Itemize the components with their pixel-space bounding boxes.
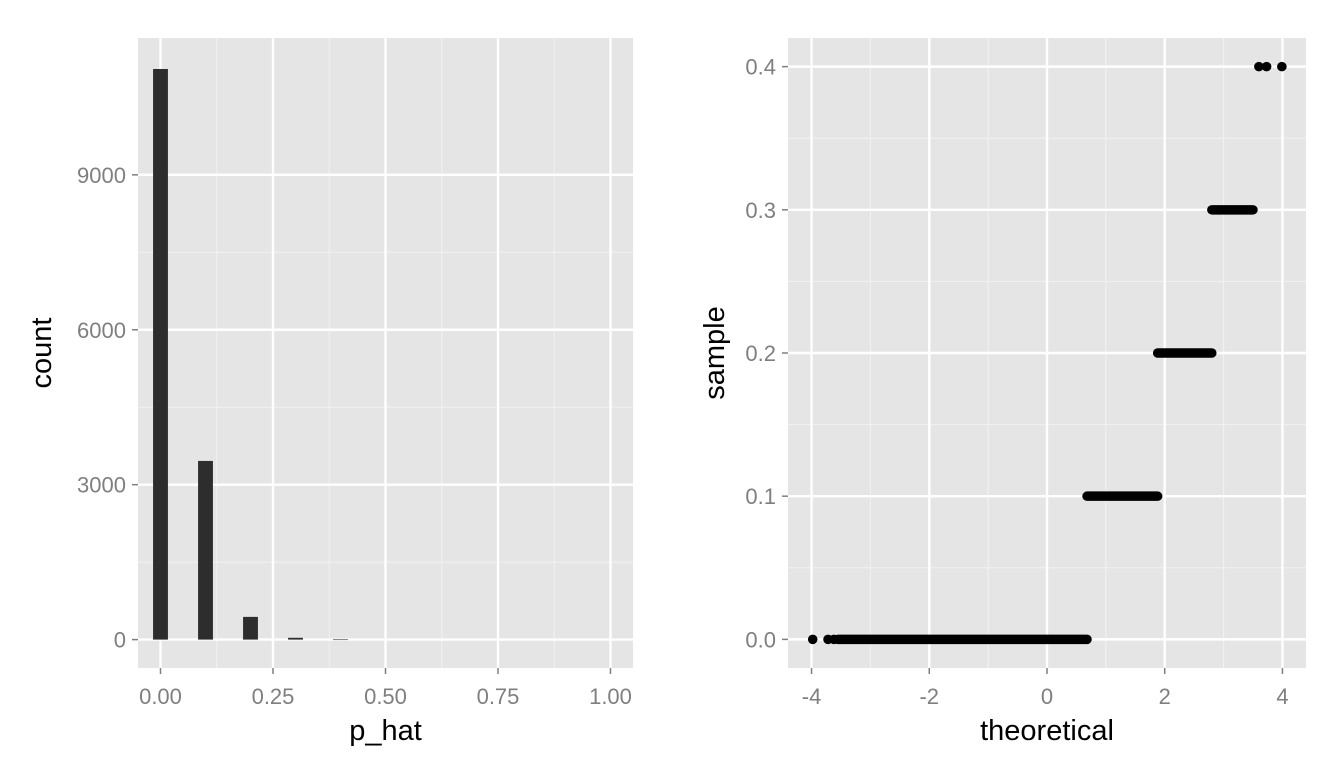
qq-y-tick-label: 0.3 (745, 198, 776, 223)
qq-y-tick-label: 0.1 (745, 484, 776, 509)
histogram-bar (243, 616, 258, 640)
qq-x-tick-label: 0 (1041, 684, 1053, 709)
qq-y-tick-label: 0.4 (745, 55, 776, 80)
qq-x-tick-label: 2 (1159, 684, 1171, 709)
histogram-y-tick-label: 6000 (77, 318, 126, 343)
histogram-x-axis-title: p_hat (349, 715, 422, 747)
histogram-bar (198, 460, 213, 640)
qq-x-axis-title: theoretical (980, 715, 1114, 747)
histogram-panel: 0.00 0.25 0.50 0.75 1.00 0 3000 6000 9000 p_hat co… (26, 38, 633, 747)
qq-panel: -4 -2 0 2 4 0.0 0.1 0.2 0.3 0.4 theoretical sample (699, 38, 1306, 747)
histogram-x-tick-label: 0.75 (477, 684, 520, 709)
qq-x-tick-label: -4 (802, 684, 822, 709)
qq-point (829, 634, 839, 645)
qq-y-tick-label: 0.2 (745, 341, 776, 366)
qq-point (807, 634, 818, 645)
histogram-y-tick-label: 3000 (77, 473, 126, 498)
histogram-bar (333, 639, 348, 641)
histogram-x-tick-label: 0.25 (252, 684, 295, 709)
qq-point (1261, 61, 1272, 72)
histogram-x-tick-label: 1.00 (589, 684, 632, 709)
histogram-y-axis-title: count (26, 318, 58, 389)
histogram-y-tick-label: 9000 (77, 163, 126, 188)
histogram-x-tick-label: 0.00 (139, 684, 182, 709)
qq-point (1254, 61, 1264, 72)
qq-y-tick-label: 0.0 (745, 627, 776, 652)
qq-y-axis-title: sample (699, 306, 731, 400)
histogram-y-tick-label: 0 (114, 628, 126, 653)
qq-x-tick-label: 4 (1276, 684, 1288, 709)
histogram-bar (288, 637, 303, 640)
qq-point (1277, 61, 1287, 72)
histogram-bar (153, 68, 168, 640)
histogram-x-tick-label: 0.50 (364, 684, 407, 709)
qq-x-tick-label: -2 (919, 684, 939, 709)
